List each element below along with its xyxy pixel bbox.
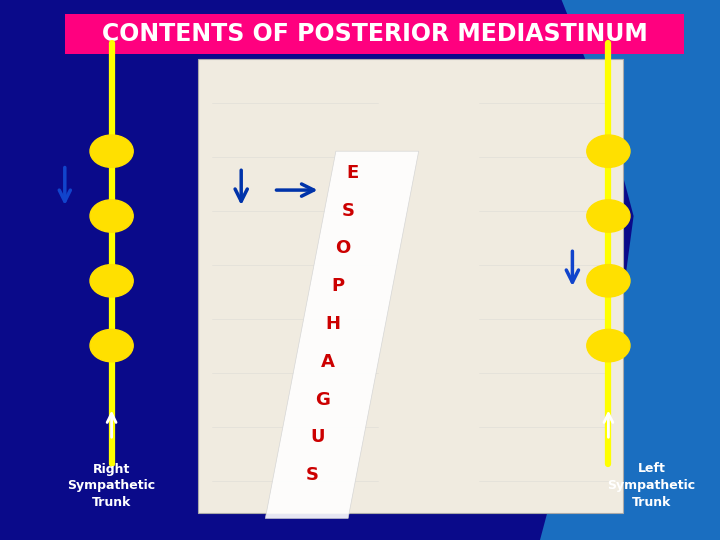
Polygon shape [265,151,419,518]
Circle shape [90,265,133,297]
Circle shape [587,329,630,362]
Text: Right
Sympathetic
Trunk: Right Sympathetic Trunk [68,462,156,510]
Circle shape [90,200,133,232]
Text: E: E [346,164,359,182]
Text: O: O [335,239,351,258]
Text: A: A [320,353,335,371]
Circle shape [587,265,630,297]
Text: CONTENTS OF POSTERIOR MEDIASTINUM: CONTENTS OF POSTERIOR MEDIASTINUM [102,22,647,46]
Text: Left
Sympathetic
Trunk: Left Sympathetic Trunk [608,462,696,510]
Text: H: H [325,315,340,333]
Circle shape [90,329,133,362]
Circle shape [587,135,630,167]
Text: G: G [315,390,330,409]
FancyBboxPatch shape [65,14,684,54]
Circle shape [587,200,630,232]
Text: P: P [331,277,344,295]
FancyBboxPatch shape [198,59,623,513]
Text: U: U [310,428,325,447]
Polygon shape [540,0,720,540]
Text: S: S [306,466,319,484]
Text: S: S [341,201,354,220]
Circle shape [90,135,133,167]
